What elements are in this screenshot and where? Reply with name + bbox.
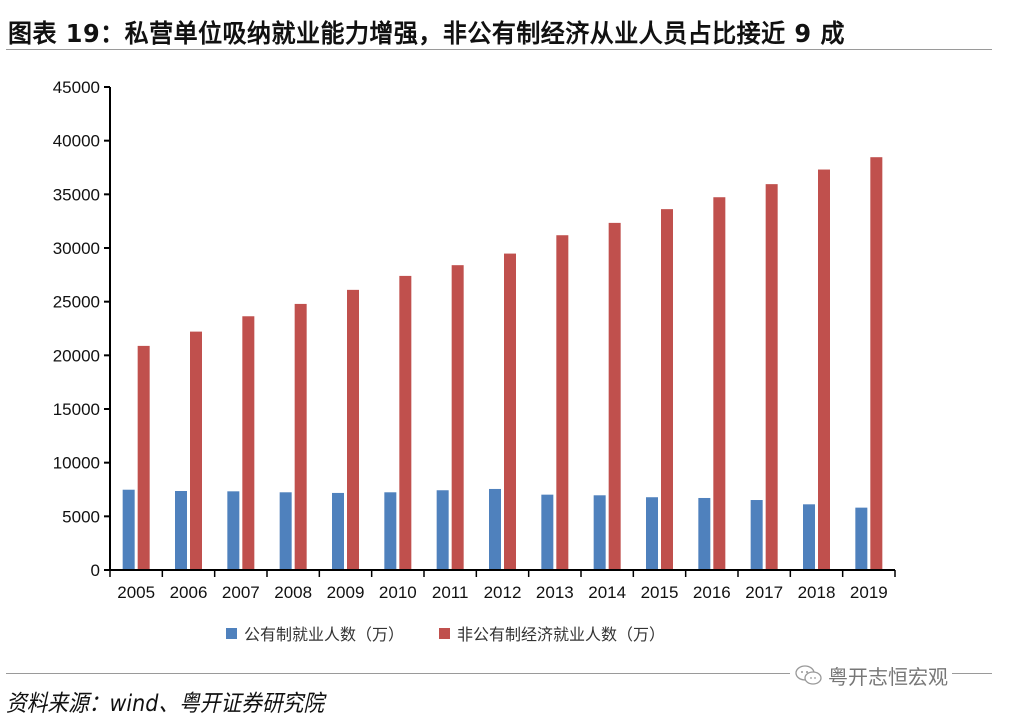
bar-non-public — [661, 209, 673, 570]
y-tick-label: 20000 — [53, 346, 100, 365]
x-axis: 2005 2006 2007 2008 2009 2010 2011 2012 2013 2014… — [109, 569, 896, 602]
bar-public — [489, 488, 501, 569]
bar-public — [227, 491, 240, 569]
bar-non-public — [870, 157, 883, 570]
bar-public — [332, 492, 344, 569]
bar-chart: 0 5000 10000 15000 20000 25000 30000 35000 40000… — [53, 78, 896, 644]
bar-public — [803, 504, 815, 569]
x-tick-label: 2008 — [274, 583, 312, 602]
watermark: 粤开志恒宏观 — [790, 662, 952, 689]
x-tick-label: 2010 — [379, 583, 417, 602]
x-tick-label: 2011 — [432, 583, 469, 602]
x-tick-label: 2016 — [693, 583, 731, 602]
x-tick-label: 2007 — [222, 583, 260, 602]
bar-non-public — [137, 345, 150, 569]
legend: 公有制就业人数（万） 非公有制经济就业人数（万） — [226, 625, 665, 644]
bar-non-public — [399, 275, 412, 569]
bar-public — [855, 507, 868, 569]
bar-public — [122, 489, 135, 569]
bar-public — [750, 500, 763, 569]
bar-non-public — [713, 197, 726, 570]
x-tick-label: 2015 — [641, 583, 679, 602]
x-tick-label: 2005 — [117, 583, 155, 602]
bar-public — [436, 490, 449, 569]
legend-swatch — [226, 628, 237, 639]
bar-public — [175, 491, 187, 569]
y-tick-label: 10000 — [53, 454, 100, 473]
x-tick-label: 2014 — [588, 583, 626, 602]
wechat-icon — [795, 665, 822, 685]
y-tick-label: 5000 — [62, 507, 100, 526]
chart-title: 图表 19：私营单位吸纳就业能力增强，非公有制经济从业人员占比接近 9 成 — [8, 19, 845, 48]
x-tick-label: 2006 — [170, 583, 208, 602]
bar-non-public — [504, 253, 516, 569]
y-tick-label: 35000 — [53, 185, 100, 204]
x-tick-label: 2009 — [327, 583, 365, 602]
source-note: 资料来源：wind、粤开证券研究院 — [6, 691, 325, 717]
x-tick-label: 2018 — [798, 583, 836, 602]
bar-non-public — [556, 235, 569, 569]
legend-label: 公有制就业人数（万） — [244, 625, 404, 644]
bar-public — [646, 497, 658, 569]
watermark-text: 粤开志恒宏观 — [828, 664, 948, 689]
x-tick-label: 2012 — [484, 583, 522, 602]
y-tick-label: 25000 — [53, 293, 100, 312]
bar-public — [698, 497, 711, 569]
bars — [122, 157, 883, 570]
legend-swatch — [439, 628, 450, 639]
bar-non-public — [190, 331, 202, 569]
y-tick-label: 30000 — [53, 239, 100, 258]
bar-public — [541, 494, 554, 569]
x-tick-label: 2019 — [850, 583, 888, 602]
x-tick-label: 2013 — [536, 583, 574, 602]
footer-divider — [6, 673, 992, 674]
legend-label: 非公有制经济就业人数（万） — [457, 625, 665, 644]
bar-non-public — [608, 222, 621, 569]
bar-non-public — [242, 316, 255, 569]
bar-non-public — [347, 289, 359, 569]
y-tick-label: 0 — [91, 561, 100, 580]
y-axis: 0 5000 10000 15000 20000 25000 30000 35000 40000… — [53, 78, 111, 580]
bar-non-public — [818, 169, 830, 569]
y-tick-label: 40000 — [53, 132, 100, 151]
y-tick-label: 15000 — [53, 400, 100, 419]
title-divider — [6, 49, 992, 50]
bar-non-public — [451, 265, 464, 569]
bar-public — [593, 495, 606, 569]
bar-public — [279, 492, 292, 569]
bar-non-public — [765, 184, 778, 570]
bar-non-public — [294, 303, 307, 569]
bar-public — [384, 492, 397, 569]
x-tick-label: 2017 — [745, 583, 783, 602]
y-tick-label: 45000 — [53, 78, 100, 97]
